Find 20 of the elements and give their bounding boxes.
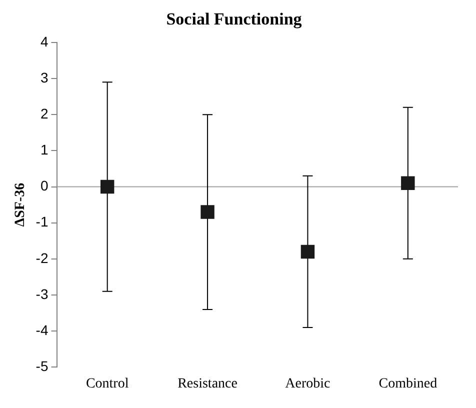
y-tick-label: 2	[40, 105, 48, 122]
point	[401, 176, 415, 190]
point	[200, 205, 214, 219]
y-axis-title: ΔSF-36	[13, 182, 28, 227]
y-tick-label: -5	[36, 358, 48, 374]
y-tick-label: -3	[36, 286, 48, 302]
y-tick-label: 4	[40, 33, 48, 50]
chart-title: Social Functioning	[166, 10, 302, 29]
point	[300, 244, 315, 259]
point	[100, 180, 114, 194]
x-tick-label: Control	[86, 376, 129, 392]
y-tick-label: 1	[40, 142, 48, 158]
y-tick-label: -1	[36, 214, 48, 230]
y-tick-label: 0	[40, 178, 48, 194]
x-tick-label: Aerobic	[285, 376, 330, 392]
x-tick-label: Combined	[378, 376, 438, 392]
x-tick-label: Resistance	[178, 376, 238, 392]
y-tick-label: 3	[40, 69, 48, 86]
y-tick-label: -2	[36, 250, 48, 266]
y-tick-label: -4	[36, 322, 48, 338]
